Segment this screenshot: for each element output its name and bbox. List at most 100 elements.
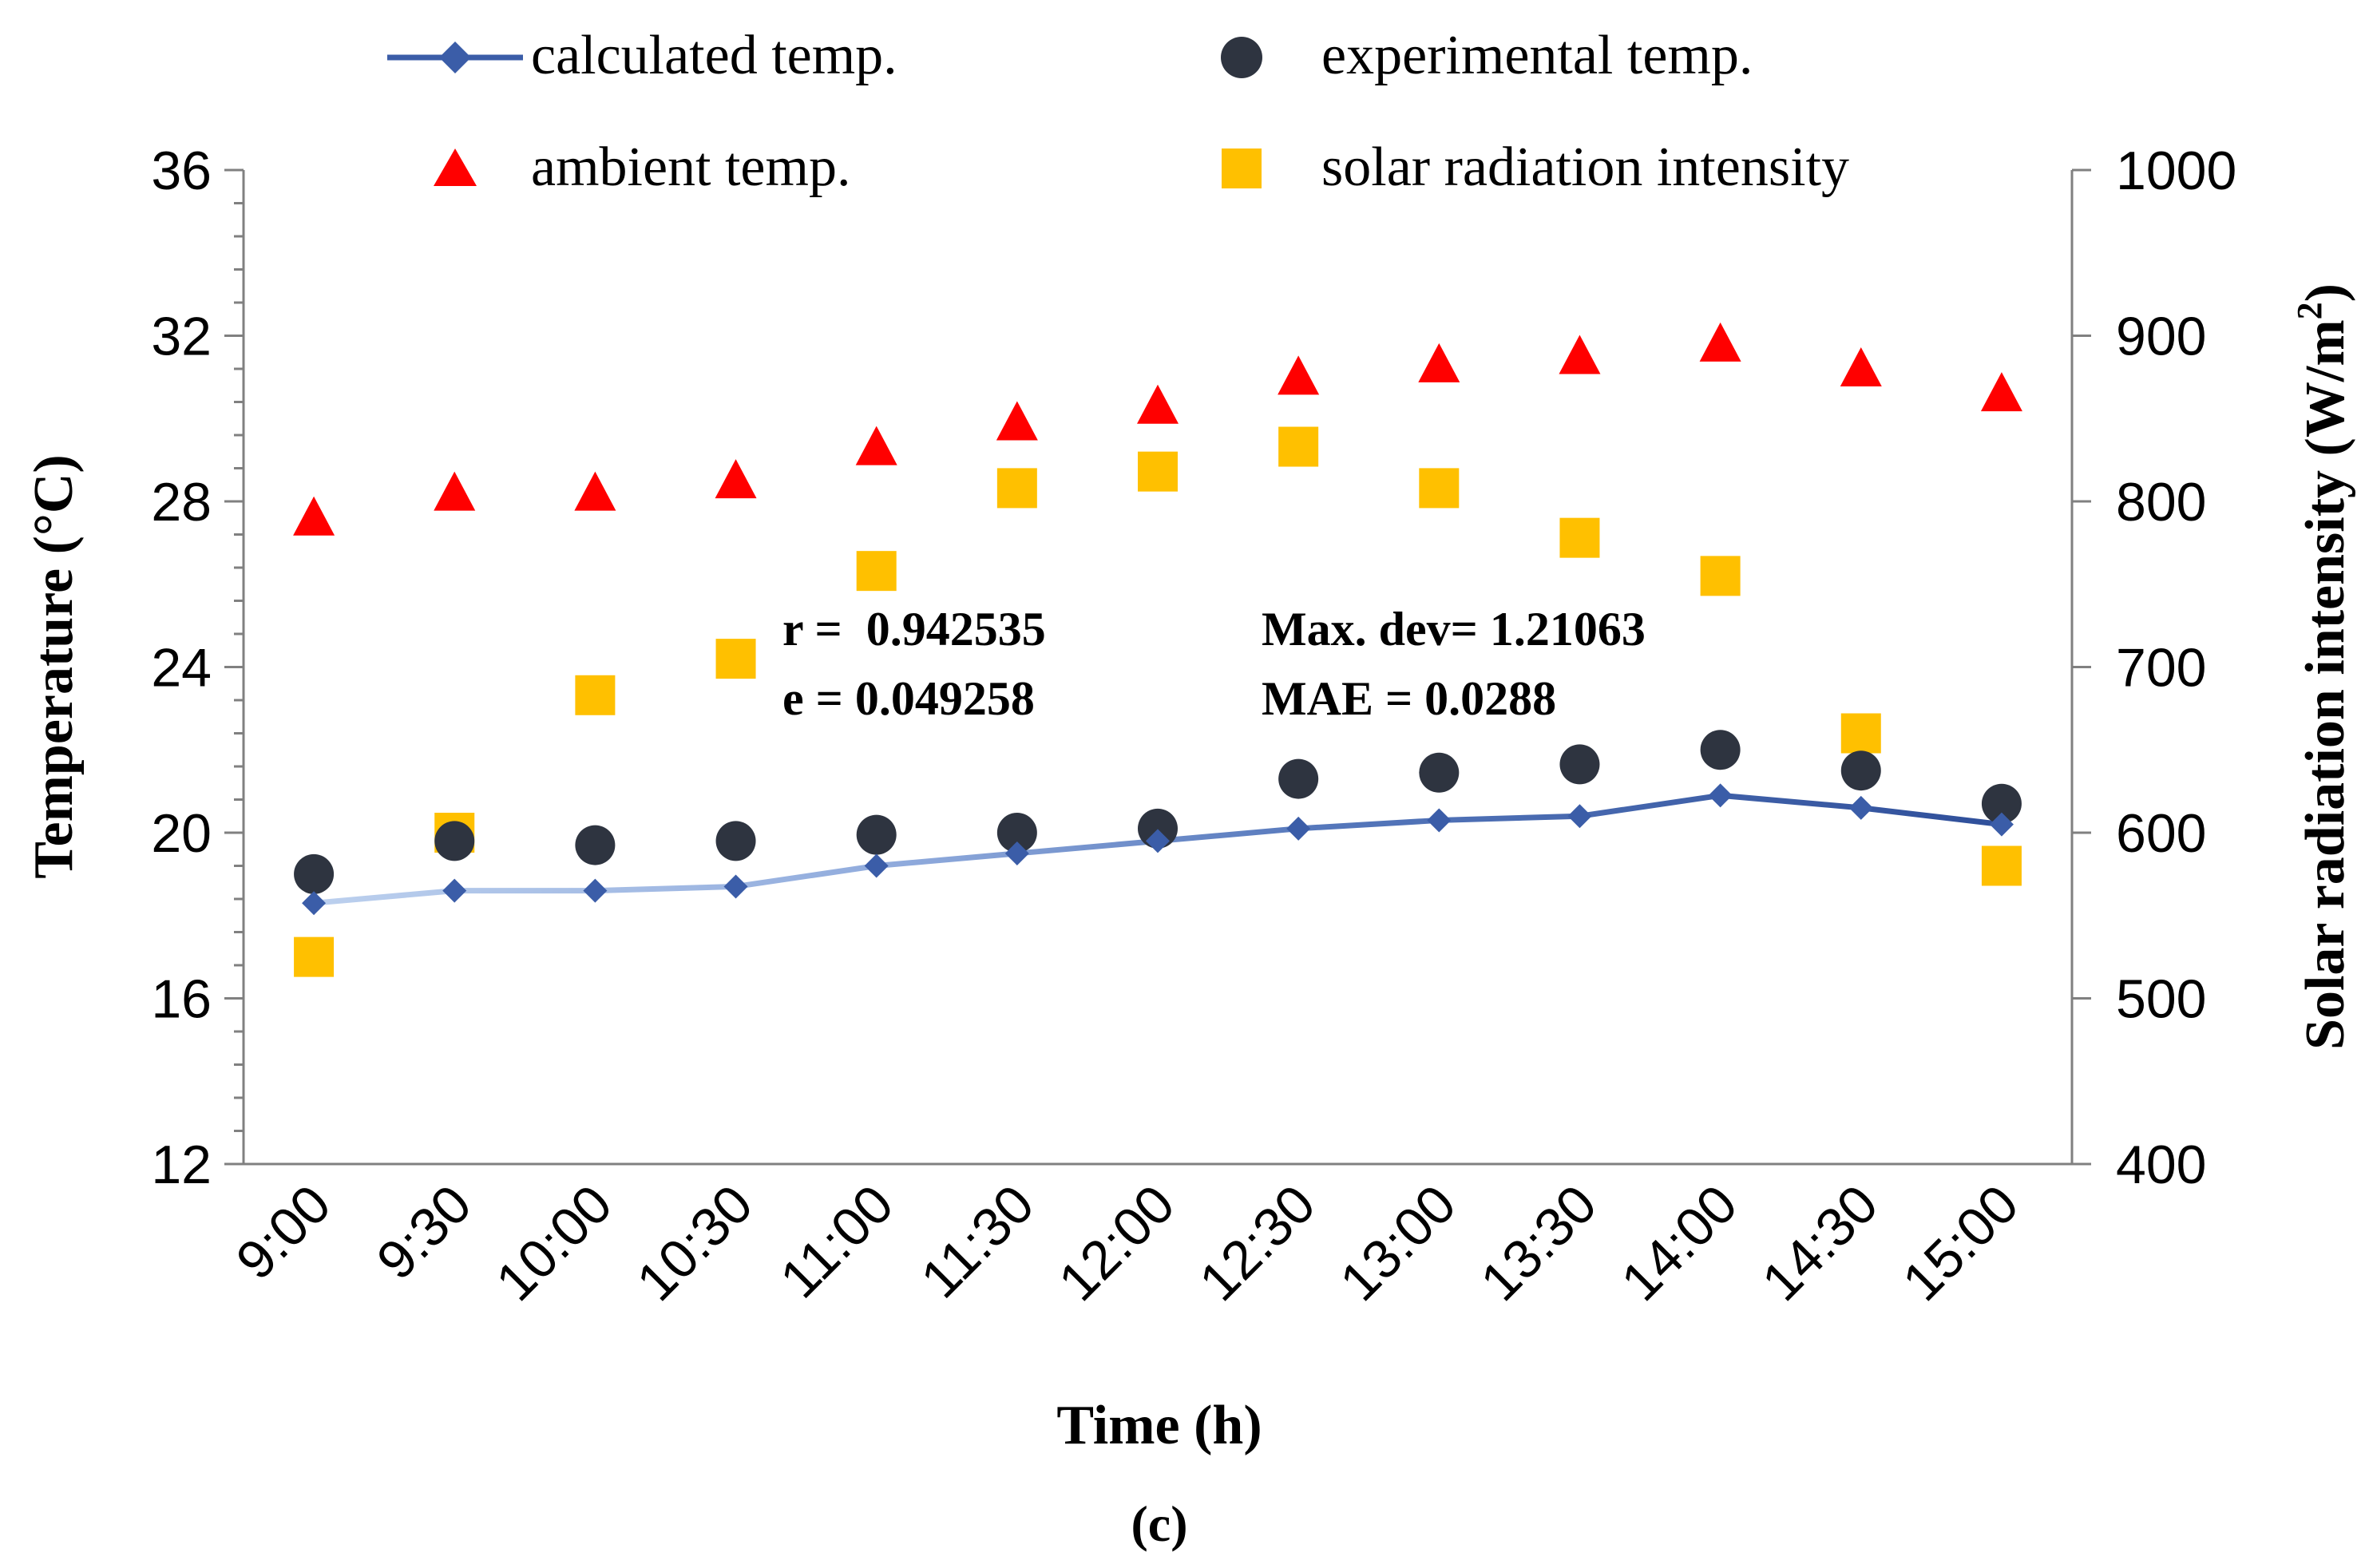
calculated-temp-point [442, 878, 467, 903]
solar-radiation-point [575, 675, 616, 715]
experimental-temp-point [575, 825, 616, 865]
x-tick-label: 14:30 [1750, 1174, 1889, 1313]
y2-tick-label: 400 [2116, 1134, 2206, 1195]
legend-label-calculated: calculated temp. [531, 25, 897, 86]
annotation-r: r = 0.942535 [782, 603, 1046, 655]
experimental-temp-point [1278, 758, 1319, 799]
experimental-temp-point [856, 814, 897, 855]
calculated-temp-point [1427, 808, 1452, 833]
legend-item-solar: solar radiation intensity [1222, 137, 1849, 198]
legend-marker-experimental [1221, 37, 1262, 78]
ambient-temp-point [1137, 384, 1179, 424]
ambient-temp-point [1840, 347, 1882, 386]
y-tick-label: 28 [151, 472, 212, 533]
experimental-temp-point [715, 821, 756, 861]
legend-marker-solar [1222, 148, 1262, 188]
calculated-temp-point [1146, 829, 1170, 853]
calculated-temp-point [302, 891, 327, 916]
experimental-temp-point [1559, 744, 1600, 785]
solar-radiation-point [1278, 426, 1319, 467]
legend-label-experimental: experimental temp. [1321, 25, 1753, 86]
y-tick-label: 12 [151, 1134, 212, 1195]
legend-label-ambient: ambient temp. [531, 137, 850, 198]
ambient-temp-point [1278, 355, 1320, 395]
legend-item-calculated: calculated temp. [387, 25, 897, 86]
y-tick-label: 16 [151, 969, 212, 1030]
calculated-temp-point [723, 874, 748, 899]
legend-label-solar: solar radiation intensity [1321, 137, 1849, 198]
ambient-temp-point [1418, 343, 1460, 382]
calculated-temp-point [583, 878, 608, 903]
experimental-temp-point [294, 853, 335, 894]
calculated-temp-point [1989, 812, 2014, 837]
ambient-temp-point [996, 401, 1038, 441]
solar-radiation-point [1419, 468, 1460, 509]
ambient-temp-point [1559, 335, 1601, 374]
experimental-temp-point [1981, 783, 2022, 824]
y2-tick-label: 1000 [2116, 141, 2236, 201]
experimental-temp-point [1700, 730, 1741, 770]
x-tick-label: 15:00 [1891, 1174, 2030, 1313]
experimental-temp-point [1840, 750, 1881, 791]
x-axis-title: Time (h) [1056, 1395, 1262, 1456]
y2-axis-title-sup: 2 [2290, 302, 2329, 319]
legend-marker-ambient [434, 148, 477, 186]
x-tick-label: 11:30 [909, 1174, 1046, 1310]
y2-tick-label: 700 [2116, 638, 2206, 699]
solar-radiation-point [996, 468, 1037, 509]
ambient-temp-point [715, 459, 757, 499]
y2-axis-title: Solar radiation intensity (W/m2) [2290, 283, 2356, 1050]
annotation-mae: MAE = 0.0288 [1262, 672, 1556, 725]
figure-caption: (c) [1131, 1495, 1187, 1552]
x-tick-label: 9:00 [224, 1174, 342, 1291]
ambient-temp-point [855, 426, 897, 465]
experimental-temp-point [434, 821, 475, 861]
annotation-max-dev: Max. dev= 1.21063 [1262, 603, 1646, 655]
calculated-temp-point [1567, 804, 1592, 829]
calculated-temp-point [1286, 816, 1311, 841]
calculated-temp-point [1004, 841, 1029, 865]
series-layer [293, 322, 2022, 977]
x-tick-label: 14:00 [1610, 1174, 1749, 1313]
ambient-temp-point [434, 471, 476, 511]
calculated-temp-point [864, 853, 889, 878]
x-tick-label: 11:00 [769, 1174, 905, 1310]
x-tick-label: 9:30 [366, 1174, 483, 1291]
y2-tick-label: 600 [2116, 803, 2206, 864]
experimental-temp-point [996, 813, 1037, 853]
solar-radiation-point [856, 551, 897, 592]
y2-axis-title-main: Solar radiation intensity (W/m [2295, 319, 2356, 1050]
x-tick-label: 12:00 [1048, 1174, 1186, 1313]
solar-radiation-point [1138, 451, 1178, 492]
y2-tick-label: 800 [2116, 472, 2206, 533]
ambient-temp-point [293, 496, 335, 536]
y-axis-title: Temperature (°C) [23, 454, 85, 879]
legend-item-experimental: experimental temp. [1221, 25, 1753, 86]
legend-marker-calculated [439, 42, 471, 73]
solar-radiation-point [1840, 713, 1881, 754]
ambient-temp-point [1980, 372, 2022, 412]
solar-radiation-point [1700, 556, 1741, 596]
experimental-temp-point [1419, 752, 1460, 793]
x-tick-label: 10:00 [485, 1174, 624, 1313]
calculated-temp-point [1708, 783, 1733, 808]
y2-tick-label: 900 [2116, 307, 2206, 367]
legend: calculated temp. experimental temp. ambi… [387, 25, 1849, 198]
solar-radiation-point [1981, 845, 2022, 886]
calculated-temp-point [1848, 795, 1873, 820]
y-tick-label: 36 [151, 141, 212, 201]
solar-radiation-point [1559, 517, 1600, 558]
legend-item-ambient: ambient temp. [434, 137, 850, 198]
x-tick-label: 12:30 [1188, 1174, 1327, 1313]
y-tick-label: 20 [151, 803, 212, 864]
axes: 12 16 20 24 28 32 36 400 500 600 700 800 900 1000 9:00… [151, 141, 2236, 1313]
ambient-temp-point [574, 471, 616, 511]
y2-tick-label: 500 [2116, 969, 2206, 1030]
x-tick-label: 10:30 [625, 1174, 764, 1313]
solar-radiation-point [294, 936, 335, 977]
annotation-e: e = 0.049258 [782, 672, 1035, 725]
y-tick-label: 24 [151, 638, 212, 699]
solar-radiation-point [715, 639, 756, 679]
